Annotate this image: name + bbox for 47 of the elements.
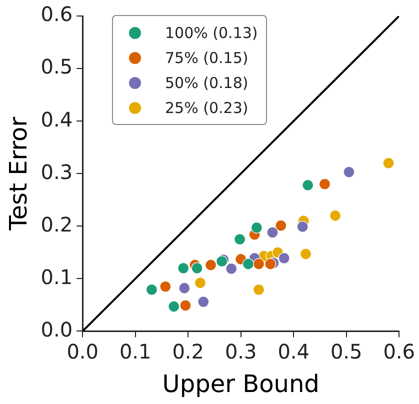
- y-tick-label: 0.5: [40, 54, 73, 79]
- y-tick-label: 0.3: [40, 160, 73, 184]
- x-tick-label: 0.6: [383, 339, 416, 364]
- x-tick-label: 0.1: [119, 339, 152, 364]
- point: [302, 179, 314, 191]
- point: [242, 258, 254, 270]
- point: [198, 296, 210, 308]
- legend-label: 50% (0.18): [165, 74, 248, 92]
- x-axis-title: Upper Bound: [162, 370, 320, 398]
- y-tick-label: 0.0: [40, 317, 73, 342]
- point: [278, 252, 290, 264]
- point: [300, 248, 312, 260]
- y-tick-label: 0.1: [40, 264, 73, 289]
- y-tick-label: 0.4: [40, 107, 73, 132]
- y-tick-label: 0.2: [40, 212, 73, 236]
- legend-label: 25% (0.23): [165, 98, 248, 116]
- legend-label: 75% (0.15): [165, 48, 248, 66]
- point: [296, 220, 308, 232]
- point: [250, 222, 262, 234]
- point: [168, 300, 180, 312]
- point: [178, 282, 190, 294]
- x-tick-label: 0.0: [66, 339, 99, 364]
- x-tick-label: 0.4: [278, 339, 310, 364]
- point: [178, 262, 190, 274]
- point: [194, 277, 206, 289]
- point: [191, 262, 203, 274]
- point: [204, 259, 217, 271]
- x-tick-label: 0.2: [172, 339, 204, 364]
- y-tick-label: 0.6: [40, 2, 73, 26]
- point: [160, 280, 172, 292]
- point: [264, 258, 276, 270]
- point: [252, 284, 265, 296]
- x-tick-label: 0.5: [330, 339, 362, 364]
- point: [234, 233, 246, 246]
- legend-label: 100% (0.13): [165, 24, 258, 42]
- point: [382, 157, 394, 169]
- y-axis-title: Test Error: [4, 116, 33, 232]
- x-tick-label: 0.3: [224, 339, 257, 364]
- point: [266, 226, 278, 238]
- point: [226, 262, 238, 274]
- point: [275, 220, 287, 232]
- point: [318, 178, 331, 190]
- point: [329, 210, 342, 222]
- point: [180, 300, 192, 312]
- point: [343, 166, 355, 178]
- point: [252, 258, 265, 270]
- point: [146, 284, 158, 296]
